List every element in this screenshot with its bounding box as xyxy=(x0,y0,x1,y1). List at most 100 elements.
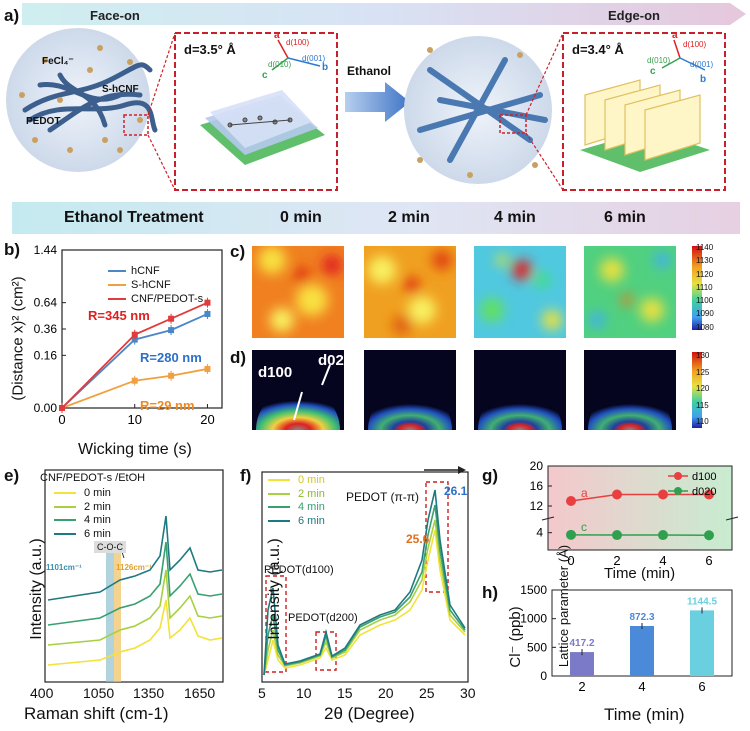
panel-f-label: f) xyxy=(240,466,252,485)
h-ylabel: Cl⁻ (ppb) xyxy=(507,606,524,668)
pedot-label: PEDOT xyxy=(26,116,61,127)
h-ytick-label: 1000 xyxy=(520,612,547,626)
face-on-label: Face-on xyxy=(90,8,140,23)
f-legend-4: 4 min xyxy=(298,501,325,513)
e-xlabel: Raman shift (cm-1) xyxy=(24,704,169,723)
e-spectrum-0 xyxy=(47,599,223,666)
g-point xyxy=(704,530,714,541)
c-tick-1120: 1120 xyxy=(696,269,714,279)
d-tick-115: 115 xyxy=(696,400,709,410)
f-xtick-15: 15 xyxy=(337,685,353,701)
network-circle-left xyxy=(6,28,150,172)
b-xlabel: Wicking time (s) xyxy=(78,441,192,458)
e-legend-6: 6 min xyxy=(84,527,111,540)
treatment-bar xyxy=(12,202,740,234)
h-xtick-label: 4 xyxy=(638,679,645,694)
f-xtick-20: 20 xyxy=(378,685,394,701)
chart-e xyxy=(44,469,224,683)
fiber-network-left xyxy=(22,62,158,133)
d020-arrow xyxy=(321,364,331,386)
b-annot-345: R=345 nm xyxy=(88,308,150,323)
f-d100-label: PEDOT(d100) xyxy=(264,564,334,576)
d100-arrow xyxy=(293,391,303,421)
fiber-network-right xyxy=(417,57,548,163)
f-patterns xyxy=(263,489,466,676)
b-yticks-anchor xyxy=(44,250,58,264)
e-ylabel: Intensity (a.u.) xyxy=(28,538,45,640)
e-legend: 0 min 2 min 4 min 6 min xyxy=(54,487,111,541)
time-0: 0 min xyxy=(280,209,322,226)
e-xtick-400: 400 xyxy=(30,685,54,701)
d-tick-125: 125 xyxy=(696,367,710,377)
d-edge-label: d=3.4° Å xyxy=(572,42,624,57)
axis-d100-face: d(100) xyxy=(286,38,310,47)
g-legend-marker xyxy=(674,487,682,495)
f-pattern-0 xyxy=(263,529,466,676)
f-pattern-4 xyxy=(263,504,466,676)
g-point xyxy=(566,529,576,540)
c-tick-1080: 1080 xyxy=(696,322,714,332)
h-value-label: 417.2 xyxy=(569,638,594,649)
f-legend-2: 2 min xyxy=(298,487,325,500)
d-colorbar xyxy=(692,352,702,428)
e-spectrum-2 xyxy=(47,569,223,646)
d-tick-130: 130 xyxy=(696,351,710,360)
e-spectrum-6 xyxy=(47,515,223,601)
g-frame xyxy=(547,465,733,551)
c-tick-1100: 1100 xyxy=(696,296,714,306)
b-legend-cnfpedot: CNF/PEDOT-s xyxy=(131,293,204,305)
e-legend-2: 2 min xyxy=(84,500,111,513)
b-legend: hCNF S-hCNF CNF/PEDOT-s xyxy=(108,264,203,306)
axis-c-face: c xyxy=(262,70,268,81)
panel-e-label: e) xyxy=(4,466,20,485)
g-point-label: c xyxy=(581,520,587,534)
g-point xyxy=(612,530,622,541)
b-ylabel: (Distance x)² (cm²) xyxy=(9,276,27,401)
e-title: CNF/PEDOT-s /EtOH xyxy=(40,472,146,484)
axis-d010-face: d(010) xyxy=(268,60,292,69)
chart-f xyxy=(261,466,469,683)
axis-d001-face: d(001) xyxy=(302,54,326,63)
g-xtick-label: 0 xyxy=(567,553,574,568)
f-legend-0: 0 min xyxy=(298,474,325,486)
g-ytick-label: 12 xyxy=(530,499,544,513)
e-xtick-1650: 1650 xyxy=(184,685,216,701)
axis-b-face: b xyxy=(322,62,329,73)
g-point xyxy=(566,496,576,506)
b-xtick-label: 20 xyxy=(200,412,214,427)
axis-c-edge: c xyxy=(650,66,656,77)
fecl4-label: FeCl₄⁻ xyxy=(42,56,74,67)
shcnf-label: S-hCNF xyxy=(102,84,139,95)
e-xtick-1050: 1050 xyxy=(83,685,115,701)
axis-a-edge: a xyxy=(672,30,678,41)
f-value-256: 25.6 xyxy=(406,532,430,546)
e-mark-1126: 1126cm⁻¹ xyxy=(116,563,152,572)
axis-a-face: a xyxy=(274,30,280,41)
c-map-4 xyxy=(474,246,566,338)
h-bar xyxy=(690,610,714,676)
e-spectra xyxy=(47,515,223,666)
panel-c-label: c) xyxy=(230,242,246,261)
h-xtick-label: 6 xyxy=(698,679,705,694)
b-legend-hcnf: hCNF xyxy=(131,265,160,277)
f-pipi-label: PEDOT (π-π) xyxy=(346,490,420,504)
b-annot-29: R=29 nm xyxy=(140,398,195,413)
c-map-6 xyxy=(584,246,676,338)
treatment-title: Ethanol Treatment xyxy=(64,209,204,226)
maps-cd xyxy=(252,246,702,430)
panel-b-label: b) xyxy=(4,240,21,259)
h-xtick-label: 2 xyxy=(578,679,585,694)
g-point xyxy=(612,489,622,500)
h-ytick-label: 0 xyxy=(540,669,547,683)
f-xtick-25: 25 xyxy=(419,685,435,701)
b-xtick-label: 0 xyxy=(58,412,65,427)
f-xlabel: 2θ (Degree) xyxy=(324,704,415,723)
b-ytick-label: 0.64 xyxy=(34,296,58,310)
b-point xyxy=(204,365,211,372)
g-ytick-label: 4 xyxy=(536,526,543,540)
g-xtick-label: 6 xyxy=(705,553,712,568)
h-bar xyxy=(570,652,594,676)
time-4: 4 min xyxy=(494,209,536,226)
b-series-line xyxy=(61,368,208,409)
e-band-1126 xyxy=(114,550,121,682)
